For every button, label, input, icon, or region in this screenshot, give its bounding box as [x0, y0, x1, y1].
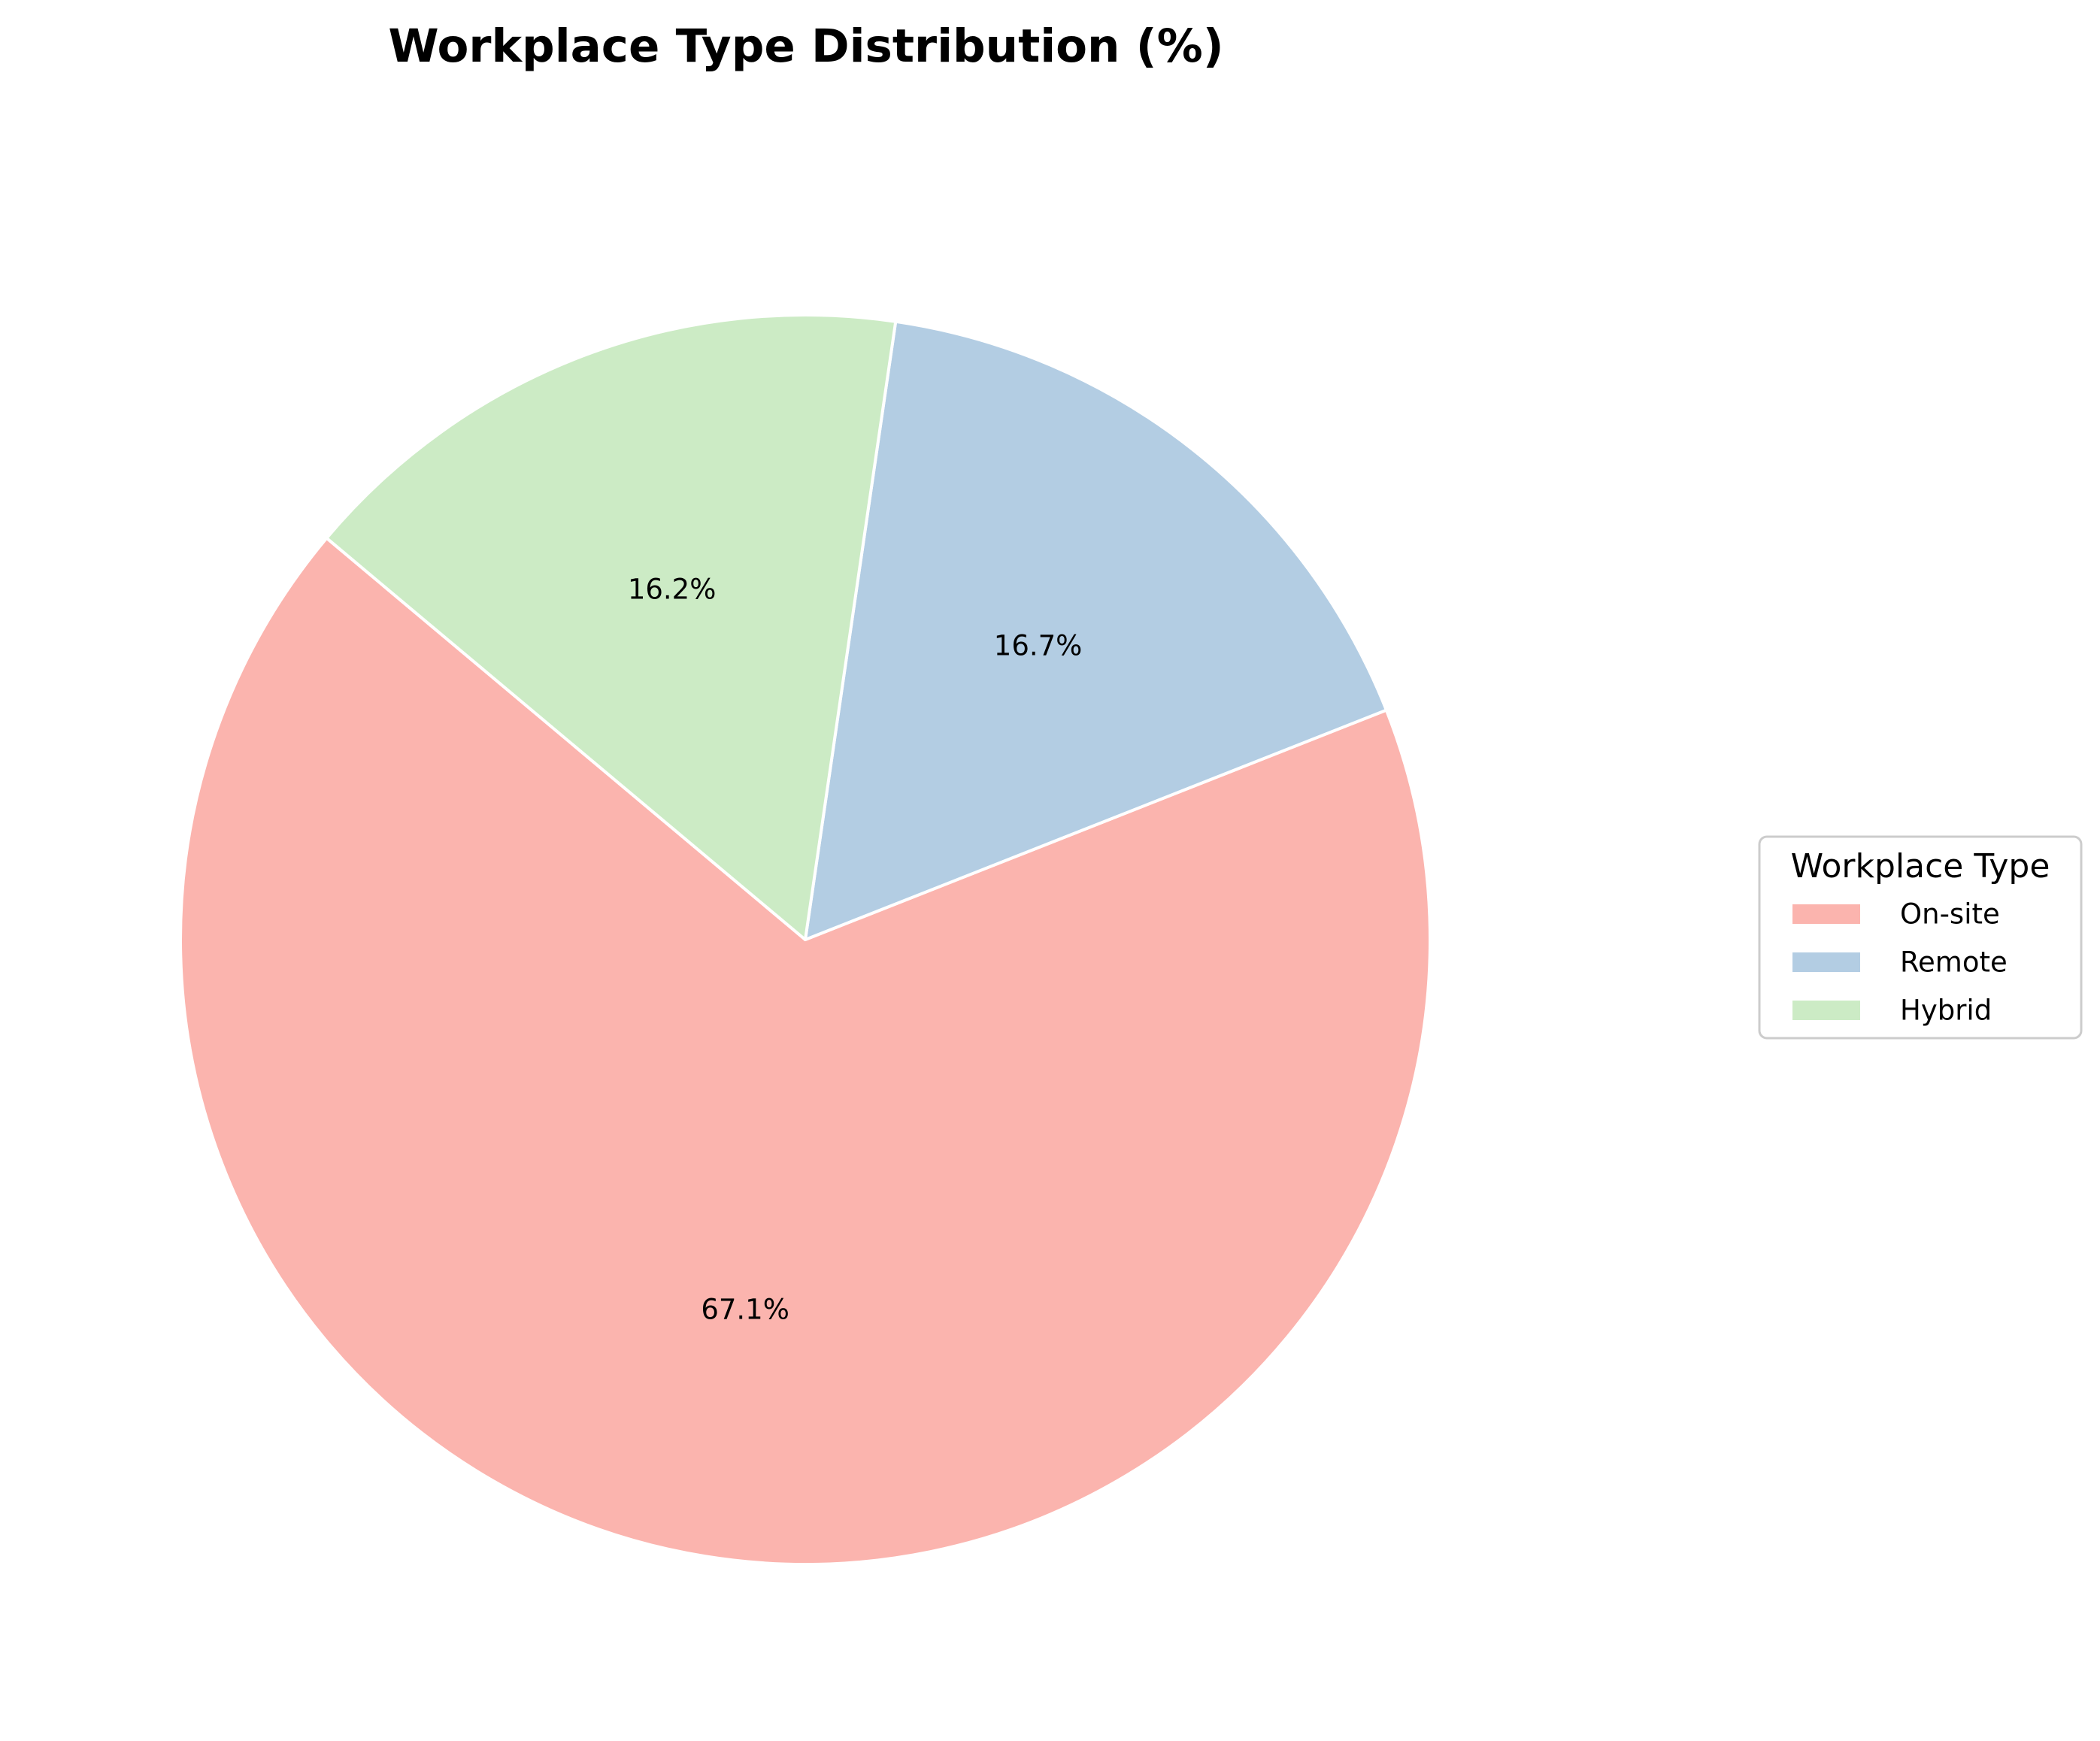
legend-swatch-remote — [1792, 952, 1860, 972]
pie-slice-label-on-site: 67.1% — [701, 1294, 789, 1326]
legend-label-remote: Remote — [1900, 946, 2008, 979]
legend-frame — [1758, 835, 2083, 1040]
legend-label-on-site: On-site — [1900, 898, 2000, 931]
legend-swatch-hybrid — [1792, 1001, 1860, 1020]
legend-label-hybrid: Hybrid — [1900, 995, 1992, 1027]
pie-slice-label-remote: 16.7% — [994, 630, 1083, 662]
pie-slice-on-site — [179, 536, 1432, 1566]
chart-title: Workplace Type Distribution (%) — [388, 20, 1223, 73]
legend: Workplace Type On-site Remote Hybrid — [1758, 835, 2083, 1040]
legend-title: Workplace Type — [1791, 847, 2050, 886]
pie-slices — [179, 313, 1432, 1566]
pie-slice-remote — [804, 319, 1388, 941]
legend-items: On-site Remote Hybrid — [1792, 898, 2008, 1027]
pie-slice-label-hybrid: 16.2% — [628, 574, 717, 606]
pie-slice-hybrid — [325, 313, 898, 941]
legend-swatch-on-site — [1792, 904, 1860, 924]
pie-slice-labels: 67.1% 16.7% 16.2% — [628, 574, 1082, 1326]
